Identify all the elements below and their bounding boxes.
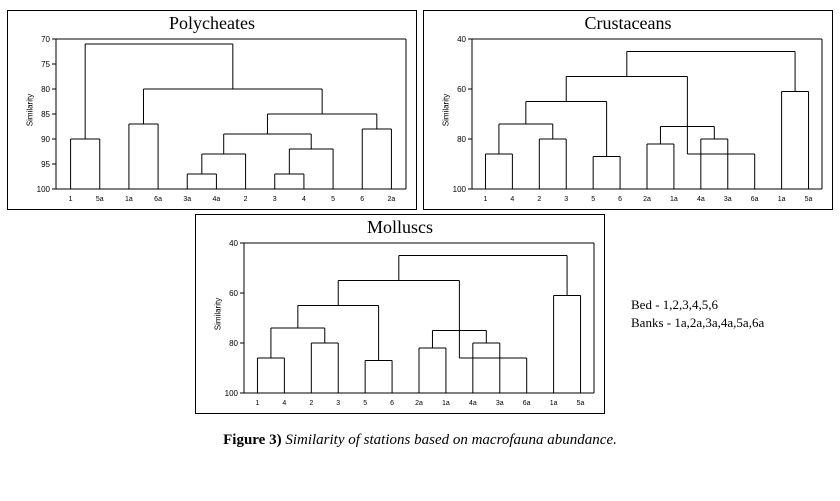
svg-text:3: 3 [336, 400, 340, 407]
legend-bed-label: Bed [631, 297, 652, 312]
svg-text:4a: 4a [213, 196, 221, 203]
svg-text:40: 40 [229, 239, 238, 248]
panel-crustaceans: Crustaceans Similarity 40 60 80 100 1 4 2 3 5 6 2a… [423, 10, 833, 210]
svg-text:3a: 3a [183, 196, 191, 203]
legend: Bed - 1,2,3,4,5,6 Banks - 1a,2a,3a,4a,5a… [611, 296, 791, 332]
legend-bed-row: Bed - 1,2,3,4,5,6 [631, 296, 791, 314]
y-axis-label: Similarity [442, 94, 451, 126]
svg-text:1: 1 [69, 196, 73, 203]
panel-molluscs: Molluscs Similarity 40 60 80 100 1 4 2 3 5 6 2a 1a 4… [195, 214, 605, 414]
svg-text:5a: 5a [805, 196, 813, 203]
svg-text:5: 5 [331, 196, 335, 203]
svg-text:75: 75 [41, 60, 50, 69]
caption-rest: Similarity of stations based on macrofau… [282, 432, 617, 448]
legend-banks-label: Banks [631, 315, 667, 330]
svg-text:4: 4 [302, 196, 306, 203]
legend-banks-row: Banks - 1a,2a,3a,4a,5a,6a [631, 314, 791, 332]
svg-text:6a: 6a [523, 400, 531, 407]
svg-text:100: 100 [37, 185, 51, 194]
legend-bed-values: 1,2,3,4,5,6 [663, 297, 718, 312]
svg-text:1: 1 [256, 400, 260, 407]
svg-text:100: 100 [225, 389, 239, 398]
svg-text:6: 6 [618, 196, 622, 203]
svg-text:2a: 2a [643, 196, 651, 203]
svg-text:1a: 1a [670, 196, 678, 203]
svg-text:2: 2 [309, 400, 313, 407]
panel-title-polycheates: Polycheates [169, 13, 255, 34]
legend-banks-dash: - [667, 315, 671, 330]
legend-banks-values: 1a,2a,3a,4a,5a,6a [674, 315, 764, 330]
svg-text:2: 2 [537, 196, 541, 203]
figure-caption: Figure 3) Similarity of stations based o… [10, 432, 830, 449]
svg-text:60: 60 [457, 85, 466, 94]
svg-text:1a: 1a [442, 400, 450, 407]
svg-text:3: 3 [564, 196, 568, 203]
svg-text:3: 3 [273, 196, 277, 203]
svg-text:5a: 5a [577, 400, 585, 407]
svg-text:70: 70 [41, 35, 50, 44]
svg-text:40: 40 [457, 35, 466, 44]
svg-text:4: 4 [282, 400, 286, 407]
svg-text:1: 1 [484, 196, 488, 203]
svg-text:6a: 6a [154, 196, 162, 203]
svg-text:6: 6 [390, 400, 394, 407]
y-axis-label: Similarity [26, 94, 35, 126]
svg-text:4a: 4a [697, 196, 705, 203]
svg-text:3a: 3a [724, 196, 732, 203]
caption-lead: Figure 3) [223, 432, 281, 448]
svg-text:85: 85 [41, 110, 50, 119]
y-axis-label: Similarity [214, 298, 223, 330]
panel-title-molluscs: Molluscs [367, 217, 433, 238]
top-row: Polycheates Similarity 70 75 80 85 90 95 100 1 5… [10, 10, 830, 210]
svg-text:1a: 1a [125, 196, 133, 203]
svg-text:5: 5 [591, 196, 595, 203]
svg-text:80: 80 [229, 339, 238, 348]
svg-text:2a: 2a [415, 400, 423, 407]
panel-polycheates: Polycheates Similarity 70 75 80 85 90 95 100 1 5… [7, 10, 417, 210]
svg-text:5: 5 [363, 400, 367, 407]
panel-title-crustaceans: Crustaceans [585, 13, 672, 34]
svg-text:90: 90 [41, 135, 50, 144]
svg-text:4a: 4a [469, 400, 477, 407]
svg-text:4: 4 [510, 196, 514, 203]
svg-text:6: 6 [360, 196, 364, 203]
svg-text:60: 60 [229, 289, 238, 298]
svg-text:2: 2 [244, 196, 248, 203]
svg-text:100: 100 [453, 185, 467, 194]
svg-text:1a: 1a [550, 400, 558, 407]
spacer-left [49, 214, 189, 414]
svg-text:80: 80 [41, 85, 50, 94]
bottom-row: Molluscs Similarity 40 60 80 100 1 4 2 3 5 6 2a 1a 4… [10, 214, 830, 414]
svg-text:80: 80 [457, 135, 466, 144]
svg-text:3a: 3a [496, 400, 504, 407]
svg-text:6a: 6a [751, 196, 759, 203]
svg-text:5a: 5a [96, 196, 104, 203]
svg-text:95: 95 [41, 160, 50, 169]
svg-text:1a: 1a [778, 196, 786, 203]
svg-text:2a: 2a [388, 196, 396, 203]
legend-bed-dash: - [655, 297, 663, 312]
